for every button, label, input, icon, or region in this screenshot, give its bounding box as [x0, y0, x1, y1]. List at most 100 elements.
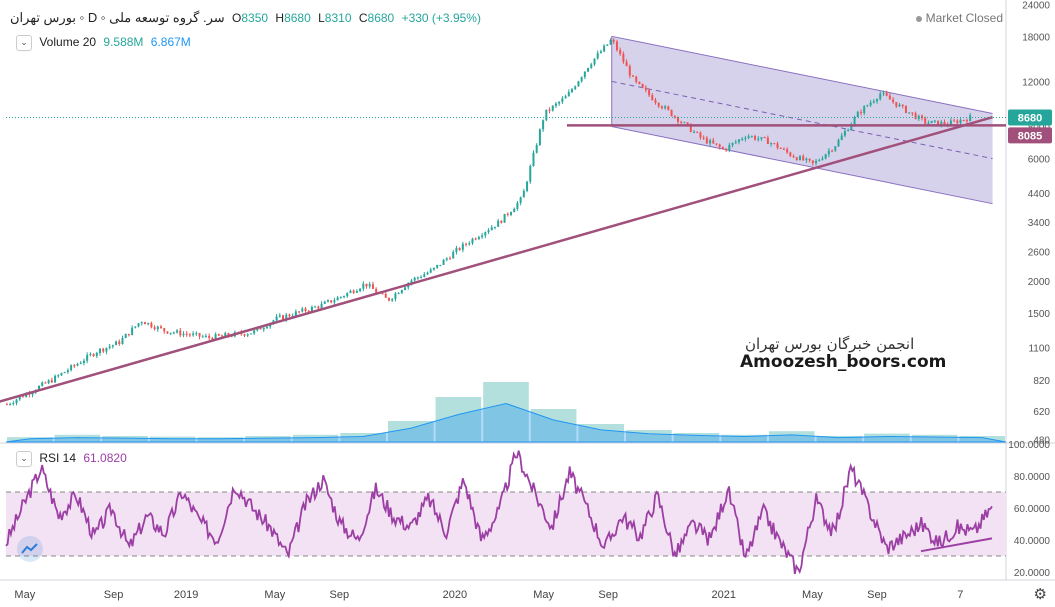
candle-body: [667, 106, 670, 110]
candle-body: [410, 280, 413, 283]
candle-body: [962, 119, 965, 121]
rsi-legend: ⌄ RSI 14 61.0820: [16, 451, 131, 467]
candle-body: [95, 352, 98, 357]
candle-body: [641, 83, 644, 88]
candle-body: [519, 197, 522, 203]
candle-body: [715, 143, 718, 145]
rsi-label[interactable]: RSI 14: [39, 451, 77, 466]
candle-body: [686, 122, 689, 125]
candle-body: [632, 75, 635, 77]
candle-body: [63, 372, 66, 374]
candle-body: [282, 315, 285, 320]
candle-body: [294, 311, 297, 316]
candle-body: [792, 156, 795, 158]
candle-body: [625, 61, 628, 67]
candle-body: [9, 403, 12, 405]
candle-body: [57, 375, 60, 377]
price-tick-label: 1500: [1028, 309, 1051, 320]
candle-body: [619, 50, 622, 54]
time-tick-label: May: [802, 589, 823, 601]
price-tick-label: 2000: [1028, 277, 1051, 288]
candle-body: [805, 158, 808, 161]
candle-body: [670, 109, 673, 116]
close-value: 8680: [367, 11, 395, 25]
symbol-title[interactable]: بورس تهران ◦ D ◦ سر. گروه توسعه ملی: [10, 10, 225, 25]
volume-bar: [483, 382, 529, 442]
volume-bar: [340, 433, 386, 442]
candle-body: [535, 144, 538, 153]
candle-body: [346, 292, 349, 297]
candle-body: [362, 283, 365, 289]
candle-body: [458, 248, 461, 250]
candle-body: [766, 137, 769, 144]
candle-body: [802, 156, 805, 161]
candle-body: [648, 90, 651, 96]
candle-body: [468, 243, 471, 245]
candle-body: [709, 140, 712, 144]
candle-body: [471, 238, 474, 244]
candle-body: [567, 92, 570, 97]
candle-body: [391, 298, 394, 301]
candle-body: [477, 237, 480, 240]
volume-label[interactable]: Volume 20: [39, 35, 97, 50]
candle-body: [680, 121, 683, 123]
candle-body: [725, 148, 728, 151]
candle-body: [92, 354, 95, 357]
candle-body: [872, 101, 875, 103]
candle-body: [548, 109, 551, 111]
candle-body: [795, 157, 798, 161]
candle-body: [824, 154, 827, 159]
candle-body: [673, 115, 676, 118]
candle-body: [754, 136, 757, 140]
candle-body: [323, 301, 326, 304]
candle-body: [182, 333, 185, 336]
channel-lower-line: [611, 126, 993, 205]
candle-body: [654, 100, 657, 103]
candle-body: [307, 311, 310, 313]
candle-body: [506, 213, 509, 215]
candle-body: [888, 95, 891, 100]
candle-body: [571, 89, 574, 93]
open-label: O: [232, 11, 242, 25]
candle-body: [156, 326, 159, 330]
time-tick-label: 2021: [711, 589, 735, 601]
candle-body: [956, 120, 959, 124]
candle-body: [882, 92, 885, 94]
candle-body: [448, 258, 451, 260]
candle-body: [606, 44, 609, 46]
candle-body: [651, 95, 654, 101]
gear-icon[interactable]: ⚙: [1033, 586, 1047, 603]
candle-body: [291, 315, 294, 317]
last-price-tag-text: 8680: [1018, 112, 1042, 124]
candle-body: [943, 121, 946, 125]
candle-body: [827, 150, 830, 155]
candle-body: [866, 105, 869, 107]
collapse-rsi-button[interactable]: ⌄: [16, 451, 32, 467]
candle-body: [763, 137, 766, 139]
volume-bar: [197, 437, 244, 442]
tradingview-logo-icon: [17, 536, 43, 562]
candle-body: [693, 131, 696, 133]
level-price-tag-text: 8085: [1018, 130, 1042, 142]
candle-body: [204, 335, 207, 337]
collapse-volume-button[interactable]: ⌄: [16, 35, 32, 51]
candle-body: [628, 66, 631, 76]
price-tick-label: 4400: [1028, 189, 1051, 200]
candle-body: [750, 136, 753, 138]
time-tick-label: May: [264, 589, 285, 601]
candle-body: [102, 348, 105, 352]
candle-body: [898, 104, 901, 107]
candle-body: [892, 99, 895, 103]
candle-body: [163, 328, 166, 332]
volume-bar: [435, 397, 482, 442]
candle-body: [82, 360, 85, 364]
candle-body: [603, 45, 606, 52]
candle-body: [529, 166, 532, 182]
candle-body: [689, 124, 692, 133]
candle-body: [760, 137, 763, 139]
candle-body: [949, 120, 952, 126]
candle-body: [387, 297, 390, 301]
candle-body: [676, 117, 679, 122]
candle-body: [786, 149, 789, 153]
